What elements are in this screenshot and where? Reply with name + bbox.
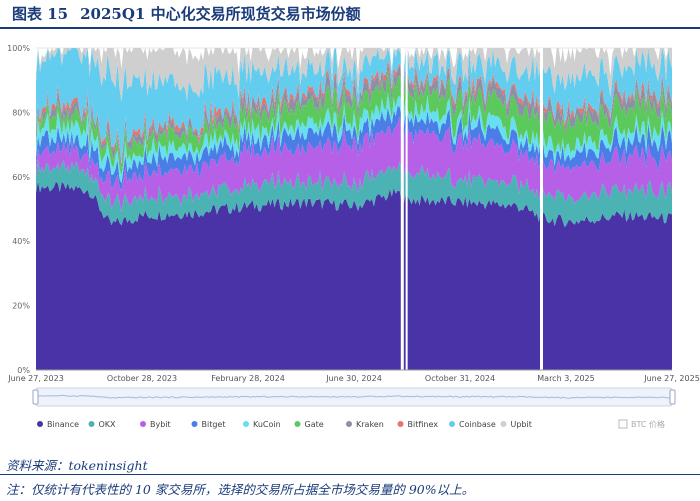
legend-label-btc-price: BTC 价格 (631, 419, 665, 429)
x-tick-label: October 28, 2023 (107, 374, 177, 383)
area-bitfinex (36, 59, 672, 165)
x-tick-label: March 3, 2025 (537, 374, 594, 383)
area-kucoin (36, 92, 672, 184)
legend-label-bitfinex: Bitfinex (408, 420, 439, 429)
x-tick-label: October 31, 2024 (425, 374, 495, 383)
data-gaps (36, 48, 672, 371)
x-tick-label: February 28, 2024 (211, 374, 285, 383)
y-tick-label: 40% (12, 237, 30, 246)
title-rule (0, 27, 700, 29)
area-kraken (36, 61, 672, 169)
area-okx (36, 158, 672, 228)
x-tick-label: June 27, 2025 (643, 374, 700, 383)
y-tick-label: 20% (12, 302, 30, 311)
area-bitget (36, 105, 672, 191)
legend-marker-upbit (500, 421, 507, 427)
legend-marker-coinbase (449, 421, 455, 427)
y-tick-label: 100% (7, 44, 30, 53)
area-upbit (36, 48, 672, 102)
legend-marker-okx (88, 421, 95, 427)
legend-label-upbit: Upbit (511, 420, 532, 429)
source-text: 资料来源：tokeninsight (6, 458, 148, 473)
data-gap (405, 48, 408, 370)
data-gap (400, 48, 404, 370)
area-binance (36, 181, 672, 370)
market-share-chart: 0% 20% 40% 60% 80% 100% June 27, 2023 October … (7, 44, 700, 429)
legend-checkbox (618, 419, 628, 429)
x-tick-label: June 30, 2024 (325, 374, 382, 383)
slider-handle-right (669, 389, 676, 405)
area-gate (36, 70, 672, 176)
legend-label-kucoin: KuCoin (253, 420, 281, 429)
legend-marker-gate (294, 421, 301, 427)
legend-marker-kucoin (243, 421, 249, 427)
y-tick-label: 0% (17, 366, 30, 375)
stacked-areas (36, 48, 672, 370)
x-tick-label: June 27, 2023 (7, 374, 64, 383)
figure-title-text: 2025Q1 中心化交易所现货交易市场份额 (80, 5, 361, 23)
legend-label-binance: Binance (47, 420, 79, 429)
slider-preview (35, 394, 673, 399)
legend: Binance OKX Bybit Bitget KuCoin Gate Kraken Bit… (37, 419, 665, 429)
legend-marker-bitget (191, 421, 198, 427)
y-tick-label: 80% (12, 108, 30, 117)
bottom-rule (0, 474, 700, 475)
legend-marker-binance (37, 421, 43, 427)
y-tick-label: 60% (12, 173, 30, 182)
area-coinbase (36, 48, 672, 164)
y-axis: 0% 20% 40% 60% 80% 100% (7, 44, 30, 375)
data-gap (539, 48, 543, 370)
legend-label-coinbase: Coinbase (459, 420, 496, 429)
slider-handle-left (32, 389, 39, 405)
legend-marker-kraken (346, 421, 352, 427)
figure-label: 图表 15 (12, 5, 69, 23)
range-slider[interactable] (32, 387, 676, 407)
legend-marker-bitfinex (397, 421, 404, 427)
legend-marker-bybit (140, 421, 146, 427)
legend-label-kraken: Kraken (356, 420, 384, 429)
x-axis: June 27, 2023 October 28, 2023 February 28… (7, 374, 700, 383)
note-text: 注：仅统计有代表性的 10 家交易所，选择的交易所占据全市场交易量的 90%以上… (6, 482, 475, 497)
legend-label-bitget: Bitget (202, 420, 226, 429)
legend-label-gate: Gate (305, 420, 324, 429)
legend-label-okx: OKX (99, 420, 117, 429)
legend-label-bybit: Bybit (150, 420, 171, 429)
figure-title: 图表 15 2025Q1 中心化交易所现货交易市场份额 (6, 2, 361, 26)
area-bybit (36, 116, 672, 212)
